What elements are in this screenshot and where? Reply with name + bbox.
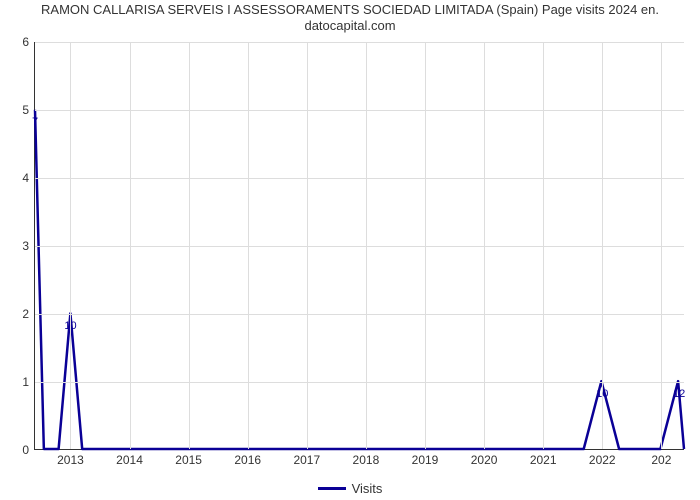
y-tick-label: 1 [22,375,35,389]
vgridline [366,42,367,449]
hgridline [35,246,684,247]
x-tick-label: 2022 [589,449,616,467]
x-tick-label: 2021 [530,449,557,467]
vgridline [661,42,662,449]
value-label: 7 [32,116,38,128]
y-tick-label: 5 [22,103,35,117]
vgridline [543,42,544,449]
vgridline [484,42,485,449]
x-tick-label: 2014 [116,449,143,467]
value-label: 10 [596,388,608,400]
value-label: 12 [673,388,685,400]
legend-label: Visits [352,481,383,496]
chart-title-line1: RAMON CALLARISA SERVEIS I ASSESSORAMENTS… [41,2,659,17]
chart-title-line2: datocapital.com [304,18,395,33]
hgridline [35,178,684,179]
vgridline [425,42,426,449]
y-tick-label: 3 [22,239,35,253]
x-tick-label: 2019 [412,449,439,467]
x-tick-label: 2016 [234,449,261,467]
x-tick-label: 2013 [57,449,84,467]
legend: Visits [0,480,700,496]
x-tick-label: 2015 [175,449,202,467]
hgridline [35,110,684,111]
value-label: 10 [64,320,76,332]
y-tick-label: 2 [22,307,35,321]
vgridline [70,42,71,449]
hgridline [35,382,684,383]
y-tick-label: 4 [22,171,35,185]
vgridline [130,42,131,449]
y-tick-label: 6 [22,35,35,49]
vgridline [248,42,249,449]
chart-title: RAMON CALLARISA SERVEIS I ASSESSORAMENTS… [0,2,700,33]
hgridline [35,314,684,315]
hgridline [35,42,684,43]
x-tick-label: 202 [651,449,671,467]
plot-area: 0123456201320142015201620172018201920202… [34,42,684,450]
x-tick-label: 2018 [353,449,380,467]
x-tick-label: 2017 [293,449,320,467]
vgridline [189,42,190,449]
vgridline [307,42,308,449]
y-tick-label: 0 [22,443,35,457]
legend-swatch [318,487,346,490]
x-tick-label: 2020 [471,449,498,467]
